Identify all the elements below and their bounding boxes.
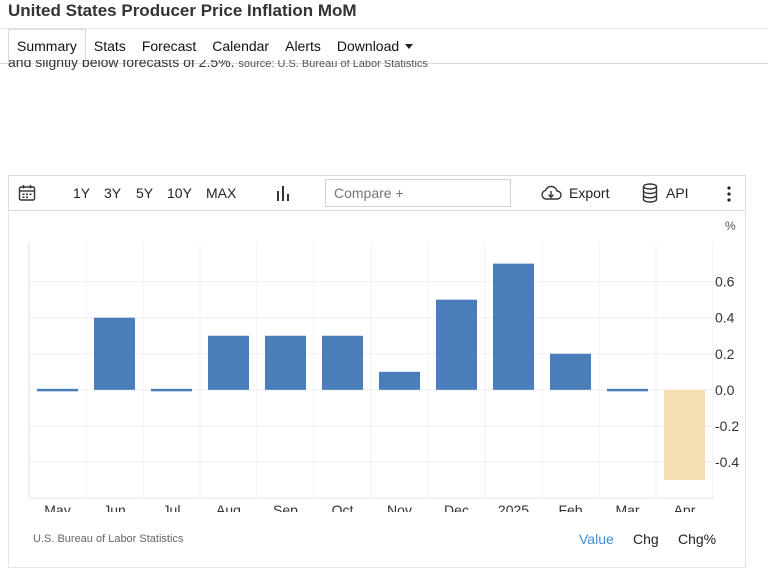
bar-apr — [663, 389, 706, 480]
tab-calendar[interactable]: Calendar — [204, 29, 277, 63]
range-3y-button[interactable]: 3Y — [104, 185, 122, 201]
view-value-button[interactable]: Value — [579, 531, 614, 547]
y-tick-label: 0.0 — [715, 382, 735, 398]
tab-summary[interactable]: Summary — [8, 29, 86, 63]
bar-aug — [207, 335, 250, 390]
view-chg-button[interactable]: Chg — [633, 531, 659, 547]
bar-chart: -0.4 -0.2 0.0 0.2 0.4 0.6% May Jun Jul Aug Sep Oct N… — [28, 219, 739, 512]
x-tick-label: Feb — [558, 502, 582, 512]
database-icon[interactable] — [642, 183, 658, 203]
description: and slightly below forecasts of 2.5%. so… — [8, 60, 428, 76]
x-tick-label: Dec — [444, 502, 469, 512]
bar-dec — [435, 299, 478, 390]
y-tick-label: 0.4 — [715, 310, 735, 326]
description-source: source: U.S. Bureau of Labor Statistics — [238, 60, 428, 70]
bar-chart-icon[interactable] — [274, 185, 292, 201]
nav-divider — [0, 63, 768, 64]
compare-input[interactable] — [325, 179, 511, 207]
calendar-icon[interactable] — [18, 184, 36, 202]
x-tick-label: Oct — [332, 502, 354, 512]
tab-calendar-label: Calendar — [212, 38, 270, 54]
y-unit-label: % — [725, 219, 736, 233]
y-tick-label: 0.6 — [715, 274, 735, 290]
chart-container: -0.4 -0.2 0.0 0.2 0.4 0.6% May Jun Jul Aug Sep Oct N… — [8, 212, 746, 568]
bar-feb — [549, 353, 592, 390]
chart-toolbar: 1Y 3Y 5Y 10Y MAX Export API — [8, 175, 746, 211]
tab-download[interactable]: Download — [329, 29, 421, 63]
bar-may — [36, 388, 79, 392]
range-10y-button[interactable]: 10Y — [167, 185, 192, 201]
title-divider — [0, 28, 768, 29]
more-vertical-icon[interactable] — [725, 185, 733, 203]
x-tick-label: Jul — [163, 502, 181, 512]
x-tick-label: Sep — [273, 502, 298, 512]
bar-2025 — [492, 263, 535, 390]
view-chg-pct-button[interactable]: Chg% — [678, 531, 717, 547]
y-tick-label: -0.2 — [715, 418, 739, 434]
bar-jul — [150, 388, 193, 392]
bar-mar — [606, 388, 649, 392]
tab-forecast[interactable]: Forecast — [134, 29, 204, 63]
tab-download-label: Download — [336, 38, 400, 54]
page-title: United States Producer Price Inflation M… — [8, 1, 357, 20]
bar-nov — [378, 371, 421, 390]
api-button[interactable]: API — [666, 185, 689, 201]
bar-oct — [321, 335, 364, 390]
x-tick-label: Apr — [674, 502, 696, 512]
tab-summary-label: Summary — [17, 38, 77, 54]
tab-stats-label: Stats — [93, 38, 126, 54]
tab-alerts[interactable]: Alerts — [277, 29, 329, 63]
x-tick-label: 2025 — [498, 502, 529, 512]
x-tick-label: Jun — [103, 502, 126, 512]
y-tick-label: 0.2 — [715, 346, 735, 362]
y-tick-label: -0.4 — [715, 454, 739, 470]
range-max-button[interactable]: MAX — [206, 185, 237, 201]
bar-jun — [93, 317, 136, 390]
x-tick-label: Mar — [615, 502, 639, 512]
export-button[interactable]: Export — [569, 185, 610, 201]
bar-sep — [264, 335, 307, 390]
cloud-download-icon[interactable] — [540, 185, 562, 201]
x-tick-label: Aug — [216, 502, 241, 512]
caret-down-icon — [405, 43, 414, 49]
range-5y-button[interactable]: 5Y — [136, 185, 154, 201]
tab-alerts-label: Alerts — [285, 38, 321, 54]
x-tick-label: May — [44, 502, 70, 512]
range-1y-button[interactable]: 1Y — [73, 185, 91, 201]
chart-source: U.S. Bureau of Labor Statistics — [33, 533, 184, 545]
tab-stats[interactable]: Stats — [86, 29, 134, 63]
tab-forecast-label: Forecast — [141, 38, 197, 54]
x-tick-label: Nov — [387, 502, 412, 512]
main-nav: Summary Stats Forecast Calendar Alerts D… — [8, 29, 421, 63]
description-text: and slightly below forecasts of 2.5%. — [8, 60, 235, 70]
